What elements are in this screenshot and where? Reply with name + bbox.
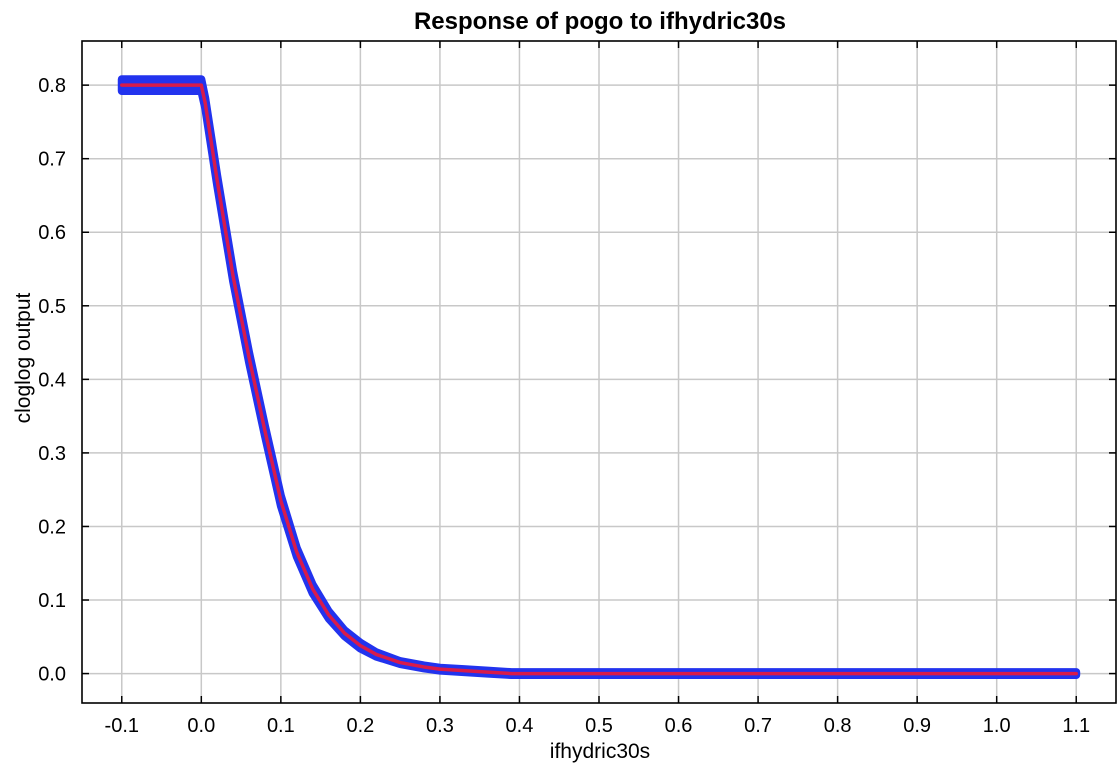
y-tick-label: 0.7 (38, 149, 66, 171)
y-tick-label: 0.5 (38, 296, 66, 318)
series-layer (117, 75, 1081, 680)
chart-title: Response of pogo to ifhydric30s (414, 8, 786, 35)
y-tick-label: 0.2 (38, 516, 66, 538)
y-axis-label: cloglog output (12, 292, 35, 423)
y-tick-label: 0.4 (38, 369, 66, 391)
y-tick-label: 0.0 (38, 664, 66, 686)
x-tick-label: 0.1 (267, 715, 295, 737)
x-tick-label: 1.1 (1062, 715, 1090, 737)
x-tick-label: 0.6 (665, 715, 693, 737)
x-tick-label: 1.0 (983, 715, 1011, 737)
x-tick-label: 0.0 (187, 715, 215, 737)
x-tick-label: 0.5 (585, 715, 613, 737)
y-tick-label: 0.1 (38, 590, 66, 612)
x-tick-label: 0.2 (346, 715, 374, 737)
x-tick-label: 0.7 (744, 715, 772, 737)
y-tick-label: 0.3 (38, 443, 66, 465)
y-tick-label: 0.6 (38, 222, 66, 244)
x-tick-label: 0.4 (506, 715, 534, 737)
x-tick-label: 0.8 (824, 715, 852, 737)
x-tick-label: 0.9 (903, 715, 931, 737)
x-tick-label: -0.1 (105, 715, 139, 737)
series-line-1 (120, 83, 1078, 676)
x-axis: -0.1 0.0 0.1 0.2 0.3 0.4 0.5 0.6 0.7 0.8 0.9 1.0 1.1 (105, 41, 1090, 737)
y-tick-label: 0.8 (38, 75, 66, 97)
x-axis-label: ifhydric30s (550, 740, 650, 763)
grid-lines (82, 41, 1116, 703)
y-axis: 0.0 0.1 0.2 0.3 0.4 0.5 0.6 0.7 0.8 (38, 75, 1116, 686)
x-tick-label: 0.3 (426, 715, 454, 737)
